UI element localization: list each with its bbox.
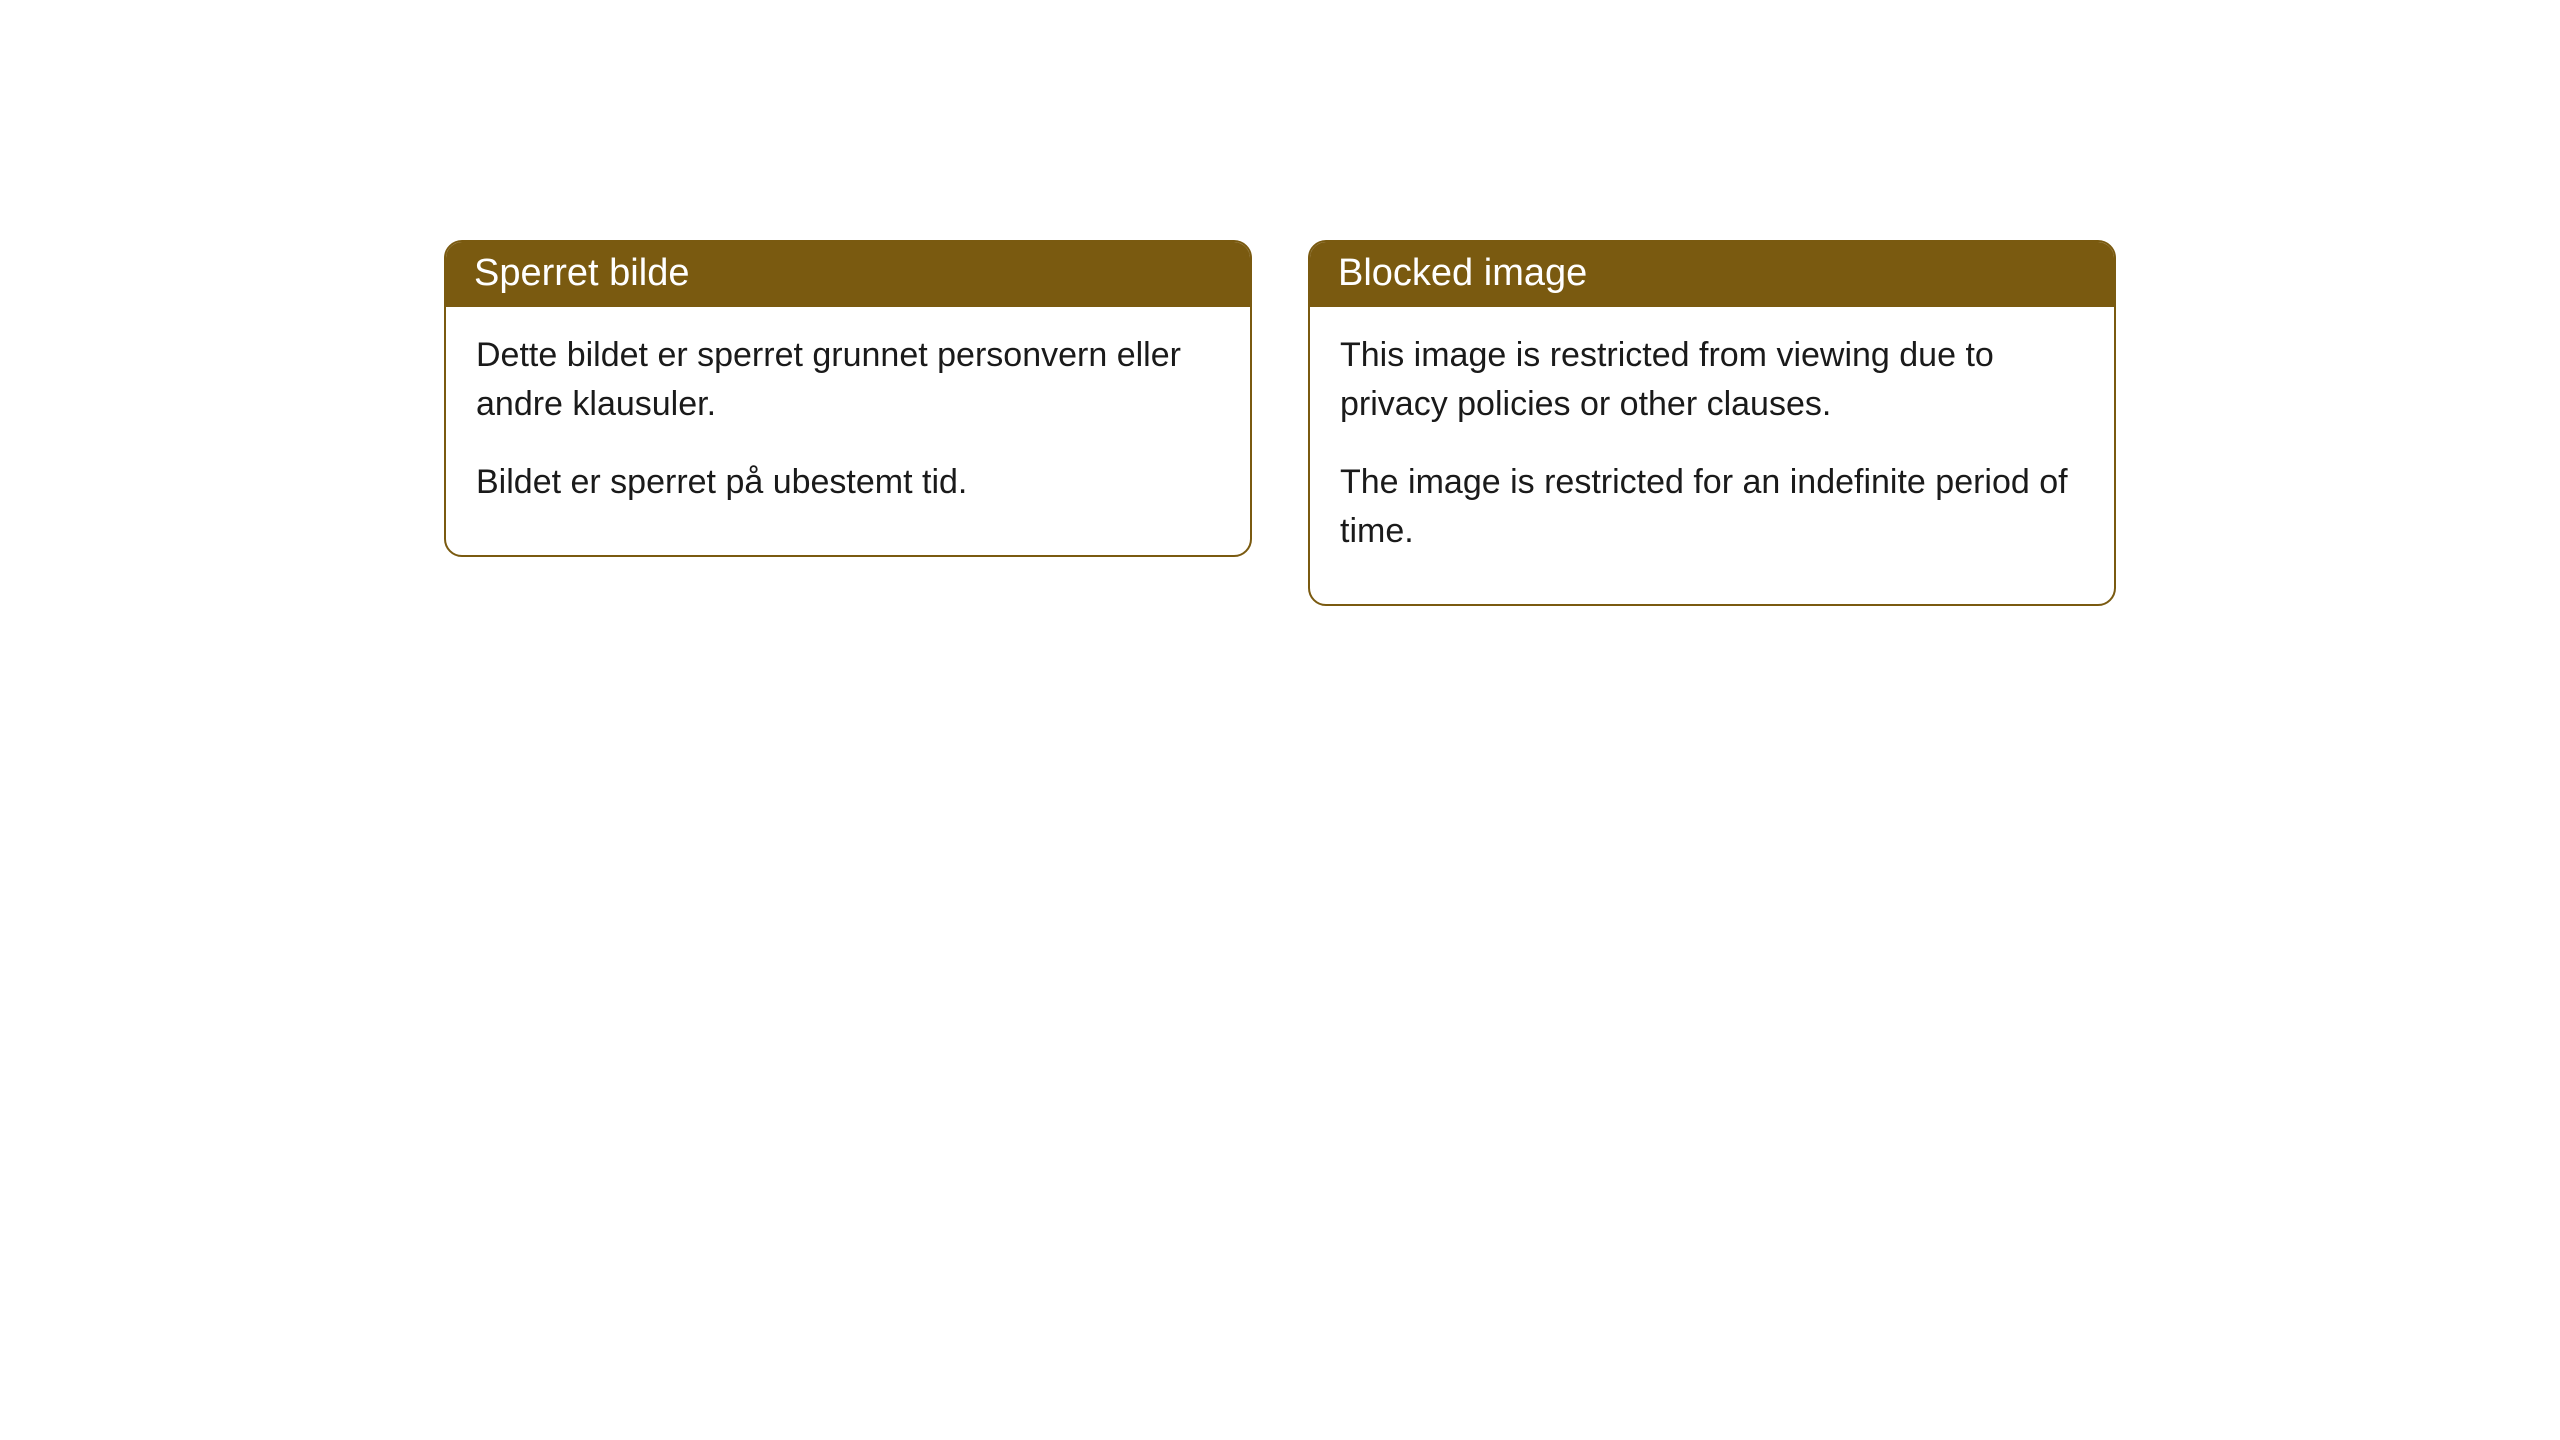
- card-header-en: Blocked image: [1310, 242, 2114, 307]
- card-body-no: Dette bildet er sperret grunnet personve…: [446, 307, 1250, 555]
- card-paragraph-1-no: Dette bildet er sperret grunnet personve…: [476, 331, 1220, 430]
- blocked-image-card-en: Blocked image This image is restricted f…: [1308, 240, 2116, 606]
- card-body-en: This image is restricted from viewing du…: [1310, 307, 2114, 604]
- card-paragraph-2-no: Bildet er sperret på ubestemt tid.: [476, 458, 1220, 507]
- card-title-en: Blocked image: [1338, 252, 1587, 294]
- card-header-no: Sperret bilde: [446, 242, 1250, 307]
- card-paragraph-1-en: This image is restricted from viewing du…: [1340, 331, 2084, 430]
- blocked-image-card-no: Sperret bilde Dette bildet er sperret gr…: [444, 240, 1252, 557]
- card-title-no: Sperret bilde: [474, 252, 689, 294]
- card-paragraph-2-en: The image is restricted for an indefinit…: [1340, 458, 2084, 557]
